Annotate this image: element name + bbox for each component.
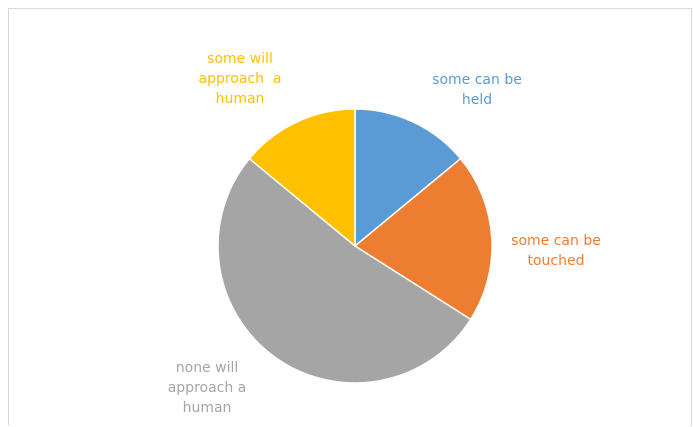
pie-slices — [217, 108, 493, 384]
pie-labels: some can be held some can be touched none wi… — [168, 51, 601, 416]
slice-label-line: none will — [176, 360, 239, 376]
slice-label-line: approach a — [168, 380, 247, 396]
slice-label-line: human — [216, 91, 265, 107]
pie-slice-4 — [248, 108, 356, 248]
slice-label-4: some will approach a human — [199, 51, 282, 107]
slice-label-line: held — [462, 92, 492, 108]
slice-label-line: human — [183, 400, 232, 416]
pie-slice-3 — [217, 157, 472, 384]
slice-label-line: some will — [207, 51, 273, 67]
slice-label-line: approach a — [199, 71, 282, 87]
pie-slice-1 — [354, 108, 462, 248]
pie-slice-2 — [353, 157, 493, 321]
slice-label-3: none will approach a human — [168, 360, 247, 416]
slice-label-2: some can be touched — [511, 233, 601, 269]
slice-label-line: some can be — [432, 72, 522, 88]
slice-label-line: touched — [528, 253, 585, 269]
slice-label-1: some can be held — [432, 72, 522, 108]
slice-label-line: some can be — [511, 233, 601, 249]
